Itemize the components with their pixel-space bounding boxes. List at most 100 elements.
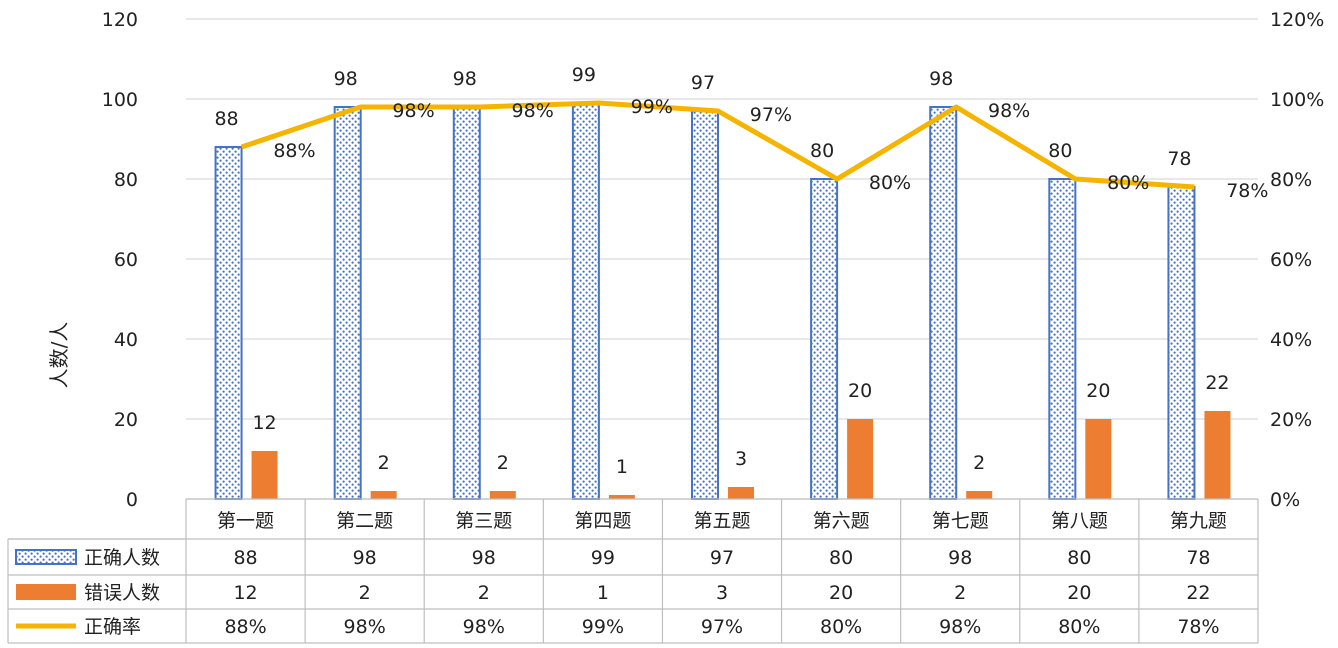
y-tick-label: 20 (114, 409, 138, 431)
category-label: 第七题 (932, 510, 989, 532)
bar-correct (929, 106, 958, 500)
table-cell: 98% (939, 616, 981, 638)
y2-tick-label: 60% (1270, 249, 1312, 271)
table-cell: 80 (1067, 547, 1091, 569)
bar-wrong (847, 419, 874, 499)
category-label: 第九题 (1170, 510, 1227, 532)
table-cell: 80 (829, 547, 853, 569)
accuracy-line-path (240, 100, 1195, 190)
bar-correct (1167, 186, 1196, 500)
bar-correct (810, 178, 839, 500)
bar-wrong (251, 451, 278, 499)
bar-correct (214, 146, 243, 500)
y2-tick-label: 80% (1270, 169, 1312, 191)
y2-tick-label: 100% (1270, 89, 1324, 111)
bar-correct-label: 98 (453, 68, 477, 90)
legend-label: 正确人数 (84, 547, 160, 569)
legend-swatch-wrong (16, 584, 76, 600)
table-cell: 1 (597, 582, 609, 604)
bar-wrong-label: 1 (616, 456, 628, 478)
bar-wrong (1085, 419, 1112, 499)
accuracy-point-label: 88% (273, 140, 315, 162)
bar-correct-label: 98 (929, 68, 953, 90)
table-cell: 99% (582, 616, 624, 638)
bar-wrong-label: 20 (848, 380, 872, 402)
accuracy-point-label: 80% (869, 172, 911, 194)
accuracy-line: 88% 98% 98% 99% 97% 80% 98% 80% 78% (240, 96, 1268, 202)
bar-wrong (728, 487, 754, 499)
bar-correct (571, 102, 600, 500)
accuracy-point-label: 97% (750, 104, 792, 126)
y2-tick-label: 20% (1270, 409, 1312, 431)
table-cell: 97% (701, 616, 743, 638)
y-tick-label: 0 (126, 489, 138, 511)
y-tick-label: 100 (102, 89, 138, 111)
table-cell: 2 (954, 582, 966, 604)
y-tick-label: 80 (114, 169, 138, 191)
table-cell: 98 (353, 547, 377, 569)
table-cell: 98 (948, 547, 972, 569)
table-cell: 2 (478, 582, 490, 604)
legend-swatch-correct (15, 549, 77, 565)
bar-wrong-label: 20 (1086, 380, 1110, 402)
category-label: 第一题 (217, 510, 274, 532)
bar-correct-label: 99 (572, 64, 596, 86)
bar-wrong (608, 495, 635, 499)
bar-wrong (489, 491, 516, 499)
bar-wrong-label: 2 (378, 452, 390, 474)
y2-tick-label: 40% (1270, 329, 1312, 351)
gridlines (186, 18, 1258, 500)
bar-wrong-label: 2 (973, 452, 985, 474)
table-cell: 88 (233, 547, 257, 569)
accuracy-point-label: 98% (392, 100, 434, 122)
category-label: 第四题 (574, 510, 631, 532)
category-label: 第三题 (455, 510, 512, 532)
table-cell: 12 (233, 582, 257, 604)
bar-correct-label: 98 (334, 68, 358, 90)
table-cell: 3 (716, 582, 728, 604)
y-tick-label: 60 (114, 249, 138, 271)
legend-label: 正确率 (84, 616, 141, 638)
bar-correct (452, 106, 481, 500)
bar-correct (691, 110, 719, 500)
bar-correct-label: 80 (810, 140, 834, 162)
table-cell: 78% (1177, 616, 1219, 638)
legend-label: 错误人数 (84, 582, 160, 604)
table-cell: 20 (1067, 582, 1091, 604)
table-cell: 2 (359, 582, 371, 604)
bars: 88 12 98 2 98 2 99 1 97 3 80 20 98 2 80 20 78 22 (214, 64, 1231, 500)
bar-correct (1048, 178, 1077, 500)
category-label: 第八题 (1051, 510, 1108, 532)
table-cell: 99 (591, 547, 615, 569)
table-cell: 80% (1058, 616, 1100, 638)
accuracy-point-label: 99% (631, 96, 673, 118)
y-axis-label: 人数/人 (47, 322, 71, 389)
table-cell: 80% (820, 616, 862, 638)
bar-wrong-label: 2 (497, 452, 509, 474)
bar-correct (333, 106, 362, 500)
accuracy-point-label: 98% (988, 100, 1030, 122)
category-label: 第五题 (693, 510, 750, 532)
table-cell: 98% (463, 616, 505, 638)
category-label: 第二题 (336, 510, 393, 532)
y2-tick-label: 0% (1270, 489, 1300, 511)
bar-wrong (1204, 411, 1231, 499)
y-tick-label: 40 (114, 329, 138, 351)
accuracy-point-label: 78% (1226, 180, 1268, 202)
table-cell: 20 (829, 582, 853, 604)
bar-wrong (370, 491, 397, 499)
category-label: 第六题 (813, 510, 870, 532)
bar-correct-label: 88 (214, 108, 238, 130)
table-cell: 98 (472, 547, 496, 569)
bar-wrong-label: 3 (735, 448, 747, 470)
bar-correct-label: 78 (1167, 148, 1191, 170)
table-cell: 97 (710, 547, 734, 569)
left-axis: 0 20 40 60 80 100 120 (102, 9, 138, 511)
table-cell: 22 (1186, 582, 1210, 604)
table-cell: 98% (344, 616, 386, 638)
bar-wrong (966, 491, 993, 499)
right-axis: 0% 20% 40% 60% 80% 100% 120% (1270, 9, 1324, 511)
accuracy-point-label: 98% (512, 100, 554, 122)
